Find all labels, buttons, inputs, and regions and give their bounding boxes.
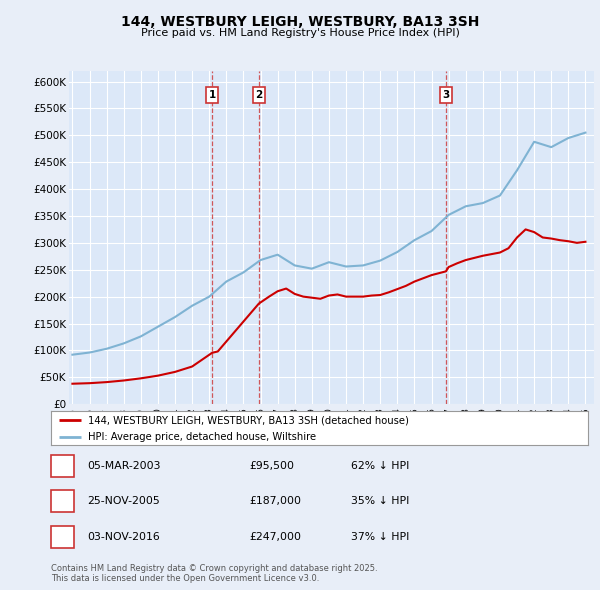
Text: 1: 1: [59, 461, 66, 471]
Text: 35% ↓ HPI: 35% ↓ HPI: [351, 496, 409, 506]
Text: 2: 2: [59, 496, 66, 506]
Text: £187,000: £187,000: [249, 496, 301, 506]
Text: 2: 2: [255, 90, 262, 100]
Text: 3: 3: [59, 532, 66, 542]
Text: 1: 1: [209, 90, 216, 100]
Text: 37% ↓ HPI: 37% ↓ HPI: [351, 532, 409, 542]
Text: 25-NOV-2005: 25-NOV-2005: [87, 496, 160, 506]
Text: 144, WESTBURY LEIGH, WESTBURY, BA13 3SH: 144, WESTBURY LEIGH, WESTBURY, BA13 3SH: [121, 15, 479, 29]
Text: £247,000: £247,000: [249, 532, 301, 542]
Text: 03-NOV-2016: 03-NOV-2016: [87, 532, 160, 542]
Text: Contains HM Land Registry data © Crown copyright and database right 2025.
This d: Contains HM Land Registry data © Crown c…: [51, 563, 377, 583]
Text: 05-MAR-2003: 05-MAR-2003: [87, 461, 161, 471]
Text: Price paid vs. HM Land Registry's House Price Index (HPI): Price paid vs. HM Land Registry's House …: [140, 28, 460, 38]
Text: 144, WESTBURY LEIGH, WESTBURY, BA13 3SH (detached house): 144, WESTBURY LEIGH, WESTBURY, BA13 3SH …: [88, 415, 409, 425]
Text: HPI: Average price, detached house, Wiltshire: HPI: Average price, detached house, Wilt…: [88, 432, 316, 442]
Text: £95,500: £95,500: [249, 461, 294, 471]
Text: 3: 3: [442, 90, 449, 100]
Text: 62% ↓ HPI: 62% ↓ HPI: [351, 461, 409, 471]
